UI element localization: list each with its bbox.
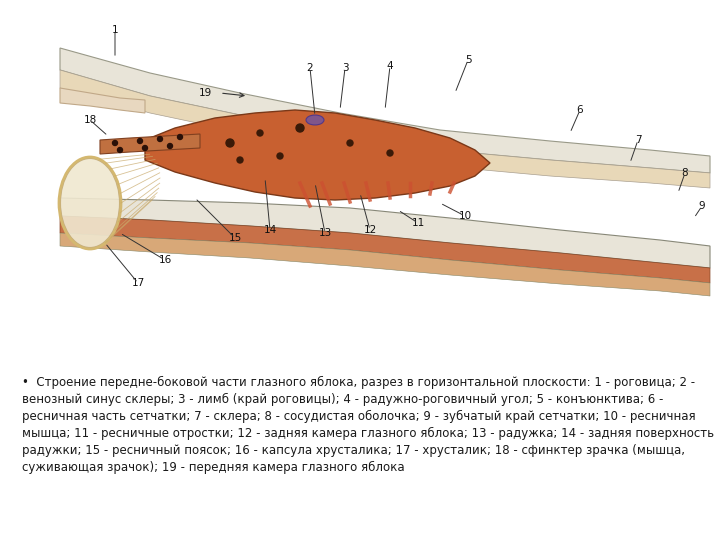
Polygon shape: [60, 48, 710, 173]
Circle shape: [237, 157, 243, 163]
Text: 13: 13: [318, 228, 332, 238]
Text: 6: 6: [577, 105, 583, 115]
Text: 15: 15: [228, 233, 242, 243]
Text: 8: 8: [682, 168, 688, 178]
Text: 12: 12: [364, 225, 377, 235]
Polygon shape: [145, 110, 490, 200]
Circle shape: [387, 150, 393, 156]
Ellipse shape: [60, 158, 120, 248]
Text: 9: 9: [698, 201, 706, 211]
Text: 18: 18: [84, 115, 96, 125]
Circle shape: [226, 139, 234, 147]
Text: 16: 16: [158, 255, 171, 265]
Circle shape: [117, 147, 122, 152]
Circle shape: [112, 140, 117, 145]
Text: 4: 4: [387, 61, 393, 71]
Circle shape: [158, 137, 163, 141]
Circle shape: [168, 144, 173, 149]
Text: 3: 3: [342, 63, 348, 73]
Circle shape: [138, 138, 143, 144]
Circle shape: [257, 130, 263, 136]
Polygon shape: [60, 198, 710, 268]
Text: 5: 5: [464, 55, 472, 65]
Text: 11: 11: [411, 218, 425, 228]
Text: 17: 17: [131, 278, 145, 288]
Circle shape: [143, 145, 148, 151]
Ellipse shape: [306, 115, 324, 125]
Polygon shape: [60, 70, 710, 188]
Text: 14: 14: [264, 225, 276, 235]
Text: 7: 7: [635, 135, 642, 145]
Polygon shape: [60, 88, 145, 113]
Text: 1: 1: [112, 25, 118, 35]
Circle shape: [178, 134, 182, 139]
Polygon shape: [60, 233, 710, 296]
Polygon shape: [60, 216, 710, 283]
Circle shape: [347, 140, 353, 146]
Text: •  Строение передне-боковой части глазного яблока, разрез в горизонтальной плоск: • Строение передне-боковой части глазног…: [22, 376, 714, 475]
Text: 10: 10: [459, 211, 472, 221]
Circle shape: [296, 124, 304, 132]
Polygon shape: [100, 134, 200, 154]
Text: 19: 19: [199, 88, 212, 98]
Circle shape: [277, 153, 283, 159]
Text: 2: 2: [307, 63, 313, 73]
